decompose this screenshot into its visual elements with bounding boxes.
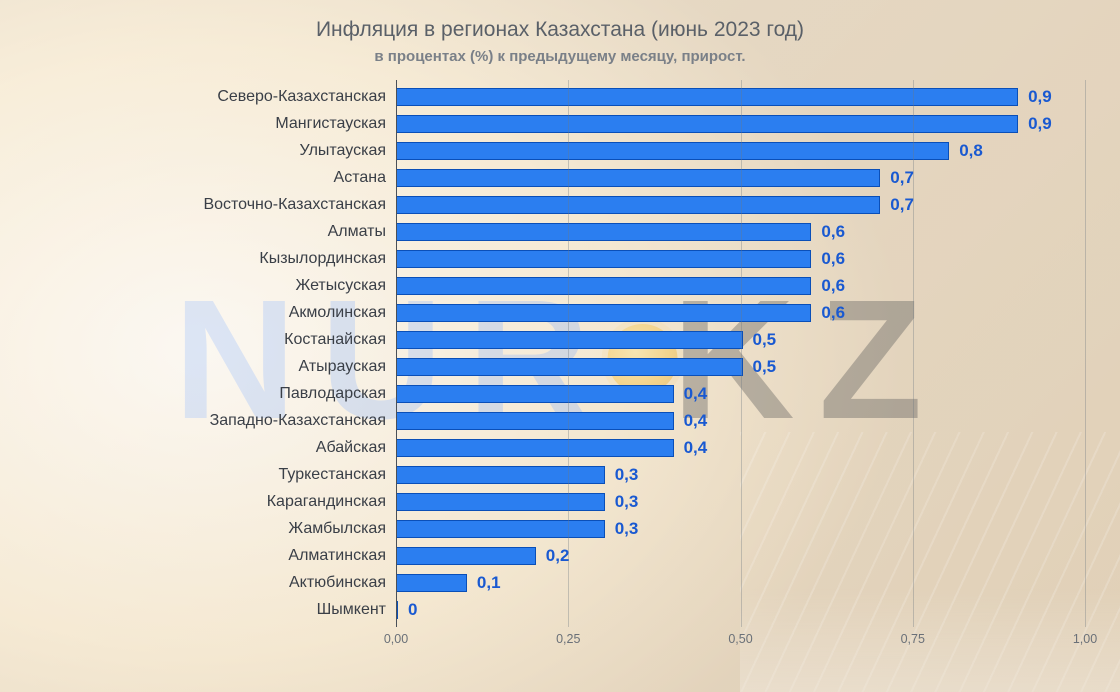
bar-row: Улытауская 0,8: [0, 140, 1120, 162]
category-label: Восточно-Казахстанская: [10, 196, 386, 214]
bar-row: Костанайская 0,5: [0, 329, 1120, 351]
value-label: 0,5: [753, 357, 777, 377]
value-label: 0,2: [546, 546, 570, 566]
bar-row: Астана 0,7: [0, 167, 1120, 189]
bar-row: Западно-Казахстанская 0,4: [0, 410, 1120, 432]
bar: [396, 412, 674, 430]
y-axis-line: [396, 80, 397, 627]
value-label: 0,6: [821, 222, 845, 242]
x-tick-label: 0,50: [728, 632, 752, 646]
bar-row: Жетысуская 0,6: [0, 275, 1120, 297]
value-label: 0,4: [684, 411, 708, 431]
bar: [396, 466, 605, 484]
x-axis-ticks: 0,00 0,25 0,50 0,75 1,00: [0, 632, 1120, 650]
bar-row: Атырауская 0,5: [0, 356, 1120, 378]
category-label: Павлодарская: [10, 385, 386, 403]
value-label: 0,6: [821, 276, 845, 296]
x-tick-label: 0,00: [384, 632, 408, 646]
bar: [396, 385, 674, 403]
value-label: 0: [408, 600, 417, 620]
category-label: Северо-Казахстанская: [10, 88, 386, 106]
bar-row: Алматинская 0,2: [0, 545, 1120, 567]
x-tick-label: 1,00: [1073, 632, 1097, 646]
category-label: Актюбинская: [10, 574, 386, 592]
bar-row: Мангистауская 0,9: [0, 113, 1120, 135]
category-label: Карагандинская: [10, 493, 386, 511]
bar-row: Жамбылская 0,3: [0, 518, 1120, 540]
value-label: 0,8: [959, 141, 983, 161]
bar: [396, 196, 880, 214]
bar: [396, 250, 811, 268]
category-label: Мангистауская: [10, 115, 386, 133]
grid-line: [1085, 80, 1086, 627]
bar-row: Северо-Казахстанская 0,9: [0, 86, 1120, 108]
category-label: Жамбылская: [10, 520, 386, 538]
value-label: 0,3: [615, 492, 639, 512]
bars-container: Северо-Казахстанская 0,9 Мангистауская 0,9 У…: [0, 86, 1120, 621]
bar: [396, 520, 605, 538]
value-label: 0,4: [684, 384, 708, 404]
category-label: Туркестанская: [10, 466, 386, 484]
bar-row: Павлодарская 0,4: [0, 383, 1120, 405]
value-label: 0,6: [821, 303, 845, 323]
value-label: 0,3: [615, 519, 639, 539]
category-label: Алматинская: [10, 547, 386, 565]
value-label: 0,4: [684, 438, 708, 458]
bar-row: Шымкент 0: [0, 599, 1120, 621]
value-label: 0,7: [890, 195, 914, 215]
bar: [396, 493, 605, 511]
value-label: 0,1: [477, 573, 501, 593]
bar: [396, 277, 811, 295]
value-label: 0,7: [890, 168, 914, 188]
bar-row: Акмолинская 0,6: [0, 302, 1120, 324]
value-label: 0,9: [1028, 87, 1052, 107]
value-label: 0,5: [753, 330, 777, 350]
category-label: Костанайская: [10, 331, 386, 349]
bar-row: Кызылординская 0,6: [0, 248, 1120, 270]
bar: [396, 304, 811, 322]
category-label: Абайская: [10, 439, 386, 457]
value-label: 0,3: [615, 465, 639, 485]
bar: [396, 142, 949, 160]
bar-row: Абайская 0,4: [0, 437, 1120, 459]
bar-row: Восточно-Казахстанская 0,7: [0, 194, 1120, 216]
bar: [396, 358, 743, 376]
plot-area: Северо-Казахстанская 0,9 Мангистауская 0,9 У…: [0, 80, 1120, 627]
category-label: Атырауская: [10, 358, 386, 376]
chart-subtitle: в процентах (%) к предыдущему месяцу, пр…: [0, 48, 1120, 65]
bar: [396, 574, 467, 592]
category-label: Улытауская: [10, 142, 386, 160]
category-label: Западно-Казахстанская: [10, 412, 386, 430]
bar: [396, 223, 811, 241]
bar: [396, 169, 880, 187]
category-label: Акмолинская: [10, 304, 386, 322]
grid-line: [741, 80, 742, 627]
x-tick-label: 0,75: [901, 632, 925, 646]
grid-line: [913, 80, 914, 627]
bar-row: Туркестанская 0,3: [0, 464, 1120, 486]
bar: [396, 439, 674, 457]
category-label: Астана: [10, 169, 386, 187]
category-label: Кызылординская: [10, 250, 386, 268]
category-label: Жетысуская: [10, 277, 386, 295]
grid-line: [568, 80, 569, 627]
bar-row: Актюбинская 0,1: [0, 572, 1120, 594]
bar: [396, 88, 1018, 106]
category-label: Алматы: [10, 223, 386, 241]
bar-row: Алматы 0,6: [0, 221, 1120, 243]
inflation-chart: Инфляция в регионах Казахстана (июнь 202…: [0, 0, 1120, 692]
chart-title: Инфляция в регионах Казахстана (июнь 202…: [0, 18, 1120, 42]
x-tick-label: 0,25: [556, 632, 580, 646]
bar: [396, 115, 1018, 133]
category-label: Шымкент: [10, 601, 386, 619]
bar: [396, 547, 536, 565]
value-label: 0,9: [1028, 114, 1052, 134]
bar: [396, 331, 743, 349]
bar-row: Карагандинская 0,3: [0, 491, 1120, 513]
value-label: 0,6: [821, 249, 845, 269]
